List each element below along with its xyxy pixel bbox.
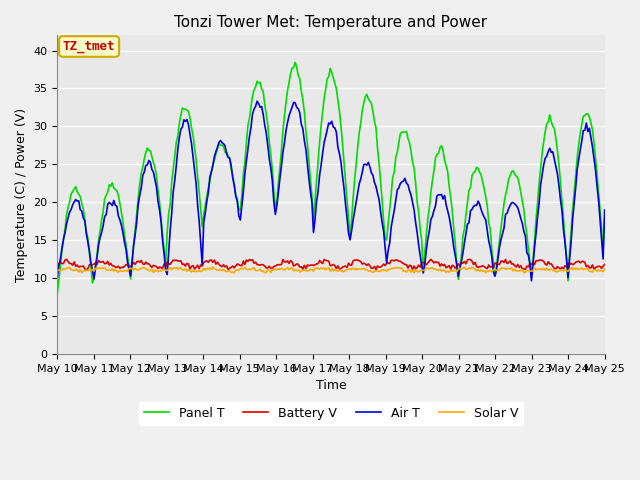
Air T bbox=[217, 138, 225, 144]
Text: TZ_tmet: TZ_tmet bbox=[63, 40, 115, 53]
Panel T bbox=[291, 60, 299, 65]
Battery V bbox=[63, 256, 70, 262]
Solar V bbox=[246, 266, 253, 272]
Y-axis label: Temperature (C) / Power (V): Temperature (C) / Power (V) bbox=[15, 108, 28, 282]
Battery V bbox=[54, 263, 61, 268]
Battery V bbox=[573, 259, 581, 264]
Solar V bbox=[410, 270, 418, 276]
Air T bbox=[253, 98, 261, 104]
Air T bbox=[294, 106, 302, 112]
Panel T bbox=[572, 173, 579, 179]
Legend: Panel T, Battery V, Air T, Solar V: Panel T, Battery V, Air T, Solar V bbox=[139, 402, 523, 425]
Line: Battery V: Battery V bbox=[58, 259, 605, 270]
Line: Panel T: Panel T bbox=[58, 62, 605, 292]
Solar V bbox=[601, 266, 609, 272]
Battery V bbox=[122, 262, 130, 267]
Battery V bbox=[409, 267, 417, 273]
Solar V bbox=[294, 267, 302, 273]
Battery V bbox=[294, 262, 302, 267]
Line: Solar V: Solar V bbox=[58, 267, 605, 273]
Line: Air T: Air T bbox=[58, 101, 605, 281]
Panel T bbox=[294, 72, 302, 78]
X-axis label: Time: Time bbox=[316, 379, 346, 392]
Panel T bbox=[217, 143, 225, 148]
Panel T bbox=[244, 122, 252, 128]
Solar V bbox=[573, 265, 581, 271]
Solar V bbox=[209, 264, 217, 270]
Solar V bbox=[236, 266, 244, 272]
Panel T bbox=[601, 216, 609, 222]
Air T bbox=[527, 278, 535, 284]
Solar V bbox=[120, 268, 128, 274]
Solar V bbox=[218, 267, 226, 273]
Air T bbox=[573, 167, 581, 172]
Air T bbox=[235, 213, 243, 218]
Air T bbox=[244, 147, 252, 153]
Panel T bbox=[235, 207, 243, 213]
Air T bbox=[54, 275, 61, 280]
Battery V bbox=[218, 264, 226, 270]
Air T bbox=[120, 240, 128, 245]
Battery V bbox=[246, 257, 253, 263]
Air T bbox=[601, 207, 609, 213]
Solar V bbox=[54, 268, 61, 274]
Title: Tonzi Tower Met: Temperature and Power: Tonzi Tower Met: Temperature and Power bbox=[175, 15, 488, 30]
Battery V bbox=[236, 263, 244, 268]
Battery V bbox=[601, 262, 609, 267]
Panel T bbox=[120, 232, 128, 238]
Panel T bbox=[54, 289, 61, 295]
